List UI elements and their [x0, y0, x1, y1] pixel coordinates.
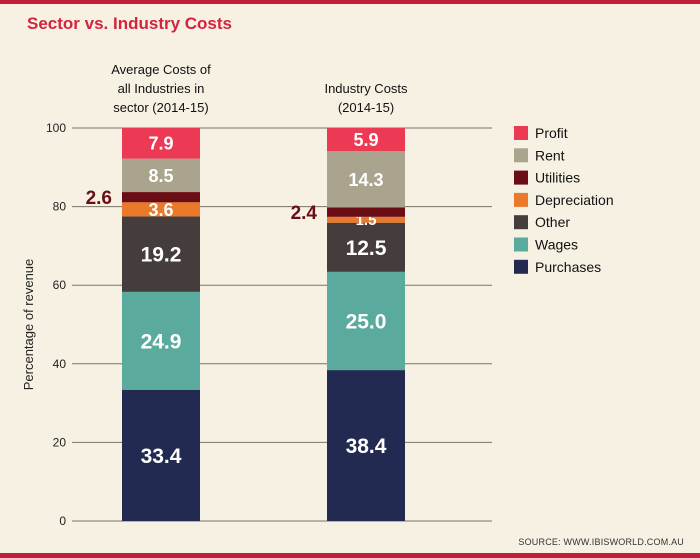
x-category-label-line: Average Costs of — [111, 62, 211, 77]
data-label-purchases: 38.4 — [346, 435, 387, 458]
bottom-accent-bar — [0, 553, 700, 558]
y-tick-label: 20 — [53, 435, 67, 449]
data-label-wages: 25.0 — [346, 311, 387, 334]
x-category-label: Average Costs of all Industries in sector … — [111, 62, 211, 115]
bar-segment-purchases — [122, 389, 200, 521]
data-label-rent: 8.5 — [148, 166, 173, 186]
x-category-label-line: sector (2014-15) — [113, 100, 208, 115]
legend-label-depreciation: Depreciation — [535, 192, 614, 208]
bar-segment-utilities — [327, 207, 405, 217]
bar-segment-depreciation — [122, 202, 200, 217]
legend-swatch-rent — [514, 148, 528, 163]
x-category-label-line: all Industries in — [118, 81, 205, 96]
data-label-other: 19.2 — [141, 244, 182, 267]
data-label-utilities: 2.4 — [291, 203, 318, 224]
x-category-label-line: Industry Costs — [324, 81, 408, 96]
y-tick-label: 80 — [53, 200, 67, 214]
bar-segment-rent — [122, 158, 200, 193]
legend-swatch-purchases — [514, 259, 528, 274]
legend-label-purchases: Purchases — [535, 259, 601, 275]
bar-segment-other — [327, 222, 405, 272]
legend-label-wages: Wages — [535, 237, 578, 253]
chart-title: Sector vs. Industry Costs — [27, 14, 233, 33]
legend-swatch-profit — [514, 126, 528, 140]
data-label-profit: 7.9 — [148, 134, 173, 154]
legend-label-utilities: Utilities — [535, 170, 580, 186]
legend-label-profit: Profit — [535, 125, 568, 141]
bar-segment-profit — [122, 127, 200, 159]
y-tick-label: 40 — [53, 357, 67, 371]
y-tick-label: 100 — [46, 121, 66, 135]
data-label-purchases: 33.4 — [141, 445, 182, 468]
y-tick-label: 0 — [59, 514, 66, 528]
top-accent-bar — [0, 0, 700, 4]
bar-segment-wages — [122, 291, 200, 390]
y-tick-label: 60 — [53, 278, 67, 292]
bar-segment-depreciation — [327, 216, 405, 223]
legend-swatch-other — [514, 215, 528, 230]
y-axis-label: Percentage of revenue — [21, 259, 36, 391]
data-label-profit: 5.9 — [353, 130, 378, 150]
legend-label-rent: Rent — [535, 147, 565, 163]
bar-segment-purchases — [327, 370, 405, 521]
data-label-rent: 14.3 — [348, 170, 383, 190]
bar-segment-utilities — [122, 192, 200, 203]
legend-swatch-depreciation — [514, 192, 528, 207]
source-note: SOURCE: WWW.IBISWORLD.COM.AU — [518, 537, 684, 547]
data-label-utilities: 2.6 — [86, 188, 112, 209]
data-label-other: 12.5 — [346, 237, 387, 260]
bar-segment-other — [122, 216, 200, 292]
bar-segment-rent — [327, 151, 405, 208]
legend-label-other: Other — [535, 214, 570, 230]
data-label-wages: 24.9 — [141, 330, 182, 353]
bar-segment-profit — [327, 128, 405, 152]
x-category-label: Industry Costs (2014-15) — [324, 81, 408, 115]
bar-segment-wages — [327, 271, 405, 371]
legend-swatch-wages — [514, 237, 528, 252]
legend-swatch-utilities — [514, 170, 528, 185]
x-category-label-line: (2014-15) — [338, 100, 394, 115]
data-label-depreciation: 3.6 — [148, 200, 173, 220]
